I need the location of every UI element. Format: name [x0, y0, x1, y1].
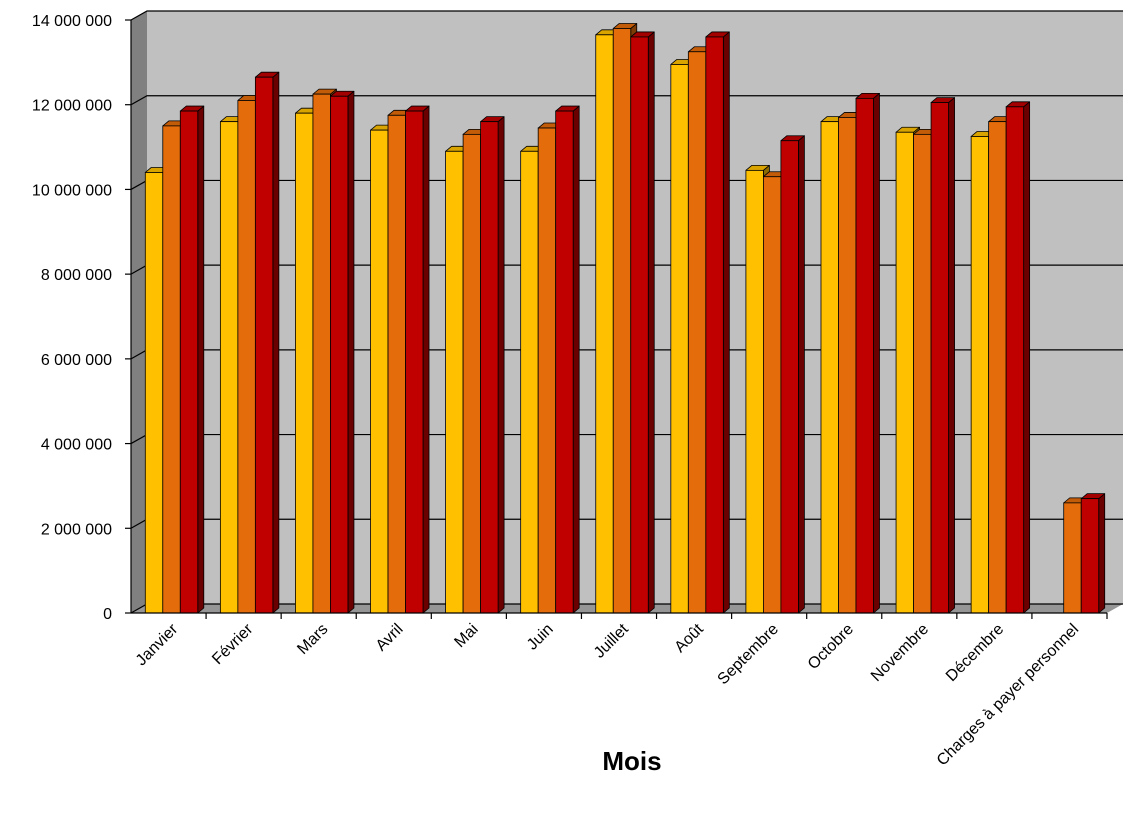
- y-tick-label: 4 000 000: [41, 437, 112, 454]
- bar-front: [820, 121, 839, 614]
- bar: [254, 71, 280, 614]
- bar-front: [970, 136, 990, 614]
- bar-front: [179, 110, 199, 614]
- y-tick-labels: 0 2 000 000 4 000 000 6 000 000 8 000 000 10 …: [32, 13, 112, 623]
- y-tick-label: 12 000 000: [32, 98, 112, 115]
- bar-front: [838, 117, 857, 614]
- gridline: [130, 95, 1123, 106]
- x-tick-label: Mai: [451, 621, 481, 651]
- bar-front: [370, 129, 389, 614]
- y-tick-label: 6 000 000: [41, 352, 112, 369]
- bar-front: [405, 110, 424, 614]
- bar-front: [988, 121, 1007, 614]
- bar: [930, 97, 955, 614]
- bar-front: [705, 36, 724, 614]
- x-tick-label: Janvier: [133, 620, 182, 669]
- bar-front: [387, 114, 406, 614]
- bar-front: [930, 102, 949, 614]
- bar-front: [462, 133, 481, 614]
- bar: [855, 92, 880, 614]
- x-tick-label: Avril: [373, 621, 407, 655]
- bar-front: [237, 100, 256, 614]
- bar-front: [144, 172, 164, 614]
- side-wall: [131, 11, 147, 613]
- bar-side: [272, 71, 280, 614]
- bar-side: [798, 135, 805, 614]
- bar-front: [687, 51, 707, 614]
- bar-front: [480, 121, 499, 614]
- x-tick-label: Mars: [294, 621, 331, 658]
- bar-front: [295, 112, 314, 614]
- bars: [144, 23, 1106, 614]
- bar: [330, 90, 355, 614]
- x-axis-title: Mois: [602, 746, 661, 776]
- x-tick-label: Octobre: [805, 621, 857, 673]
- bar-front: [745, 169, 764, 614]
- bar-front: [670, 64, 689, 614]
- y-tick-label: 8 000 000: [41, 267, 112, 284]
- bar-side: [722, 31, 730, 614]
- bar-front: [612, 28, 632, 614]
- x-tick-label: Juin: [524, 621, 557, 654]
- bar-side: [948, 97, 955, 614]
- bar-front: [312, 93, 331, 614]
- y-tick-label: 14 000 000: [32, 13, 112, 30]
- bar-front: [330, 95, 349, 614]
- bar: [780, 135, 805, 614]
- x-tick-label: Février: [209, 620, 257, 668]
- x-tick-label: Juillet: [591, 620, 632, 661]
- bar-front: [595, 34, 614, 614]
- axes: [125, 19, 1108, 619]
- bar: [1005, 101, 1031, 614]
- bar-front: [254, 76, 274, 614]
- bar-front: [1080, 498, 1100, 614]
- bar-side: [422, 105, 430, 614]
- bar-side: [347, 90, 355, 614]
- bar: [705, 31, 730, 614]
- bar-front: [895, 131, 914, 614]
- bar-front: [520, 150, 539, 614]
- bar-side: [647, 31, 655, 614]
- bar-side: [1023, 101, 1031, 614]
- bar-side: [197, 105, 205, 614]
- bar-side: [572, 105, 580, 614]
- bar: [1080, 493, 1106, 614]
- bar-side: [873, 92, 880, 614]
- bar-front: [537, 127, 557, 614]
- x-tick-label: Septembre: [715, 621, 782, 688]
- bar-front: [219, 121, 239, 614]
- y-tick-label: 10 000 000: [32, 182, 112, 199]
- x-tick-label: Décembre: [943, 621, 1007, 685]
- bar: [179, 105, 205, 614]
- x-tick-label: Charges à payer personnel: [934, 621, 1083, 770]
- bar: [480, 116, 505, 614]
- x-tick-label: Août: [672, 620, 708, 656]
- bar-front: [445, 150, 464, 614]
- bar-front: [913, 133, 932, 614]
- bar: [555, 105, 580, 614]
- bar-front: [855, 97, 874, 614]
- bar-side: [497, 116, 505, 614]
- bar: [630, 31, 655, 614]
- bar-front: [162, 125, 181, 614]
- bar: [405, 105, 430, 614]
- bar-front: [780, 140, 799, 614]
- gridline: [130, 10, 1123, 21]
- y-tick-label: 0: [103, 606, 112, 623]
- bar-front: [1005, 106, 1025, 614]
- x-tick-label: Novembre: [868, 621, 932, 685]
- y-tick-label: 2 000 000: [41, 521, 112, 538]
- bar-front: [555, 110, 574, 614]
- bar-side: [1098, 493, 1106, 614]
- bar-front: [763, 176, 782, 614]
- bar-front: [630, 36, 649, 614]
- bar-front: [1063, 502, 1082, 614]
